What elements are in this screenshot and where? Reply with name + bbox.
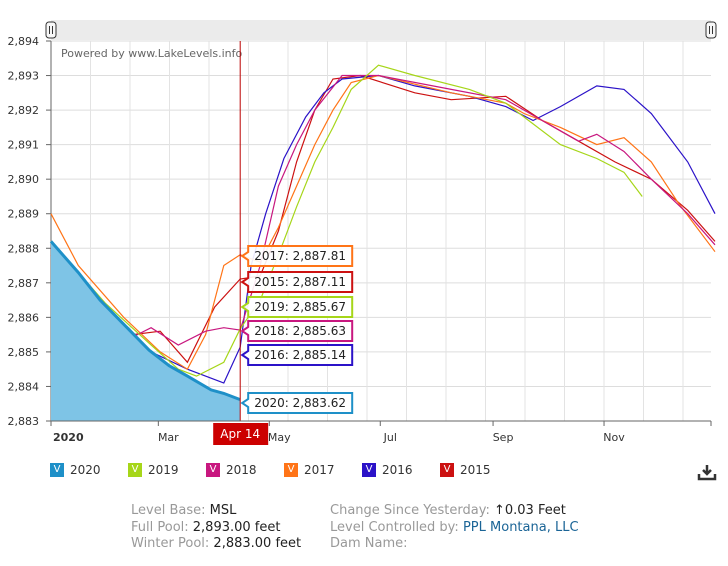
x-tick-label: May	[268, 431, 291, 444]
y-tick-label: 2,890	[8, 173, 40, 186]
legend-item-2020[interactable]: V 2020	[50, 463, 128, 477]
range-handle-grip	[49, 26, 53, 34]
checkbox-check-icon[interactable]: V	[50, 463, 64, 477]
legend-label: 2019	[148, 463, 179, 477]
legend: V 2020 V 2019 V 2018 V 2017 V 2016 V 2015	[50, 463, 518, 477]
range-navigator[interactable]	[51, 20, 711, 40]
x-tick-label: Sep	[493, 431, 514, 444]
dam-name-label: Dam Name:	[330, 536, 408, 551]
series-area-2020	[51, 241, 241, 421]
x-tick-label: Mar	[158, 431, 179, 444]
y-tick-label: 2,883	[8, 415, 40, 428]
checkbox-check-icon[interactable]: V	[206, 463, 220, 477]
legend-label: 2020	[70, 463, 101, 477]
legend-label: 2016	[382, 463, 413, 477]
x-tick-label: Jul	[383, 431, 397, 444]
cursor-date-badge	[213, 423, 269, 445]
series-line-2016	[50, 74, 716, 384]
tooltip-box-2020	[240, 392, 354, 414]
tooltip-box-2018	[240, 320, 354, 342]
level-base-label: Level Base:	[131, 503, 206, 518]
y-tick-label: 2,892	[8, 104, 40, 117]
lake-info-right: Change Since Yesterday: ↑0.03 Feet Level…	[330, 503, 579, 553]
series-line-2019	[50, 64, 643, 377]
controlled-by-link[interactable]: PPL Montana, LLC	[462, 519, 579, 535]
y-tick-label: 2,889	[8, 208, 40, 221]
x-tick-label: 2020	[53, 431, 84, 444]
legend-item-2016[interactable]: V 2016	[362, 463, 440, 477]
tooltip-label-2019: 2019: 2,885.67	[254, 300, 346, 314]
watermark: Powered by www.LakeLevels.info	[61, 47, 243, 60]
checkbox-check-icon[interactable]: V	[362, 463, 376, 477]
range-handle-grip	[709, 26, 713, 34]
change-label: Change Since Yesterday:	[330, 503, 490, 518]
series-line-2017	[50, 74, 716, 371]
legend-item-2019[interactable]: V 2019	[128, 463, 206, 477]
winter-pool-value: 2,883.00 feet	[213, 536, 302, 551]
download-icon[interactable]	[697, 463, 717, 485]
y-tick-label: 2,893	[8, 70, 40, 83]
legend-label: 2017	[304, 463, 335, 477]
tooltip-box-2016	[240, 344, 354, 366]
change-value: 0.03 Feet	[504, 503, 566, 518]
y-tick-label: 2,885	[8, 346, 40, 359]
tooltip-box-2017	[240, 245, 354, 267]
legend-label: 2018	[226, 463, 257, 477]
y-tick-label: 2,894	[8, 35, 40, 48]
x-tick-label: Nov	[603, 431, 625, 444]
series-line-2018	[50, 74, 716, 346]
range-handle[interactable]	[705, 21, 717, 39]
tooltip-label-2017: 2017: 2,887.81	[254, 249, 346, 263]
lake-info-left: Level Base: MSL Full Pool: 2,893.00 feet…	[131, 503, 301, 553]
lake-level-chart: 2,883 2,884 2,885 2,886 2,887 2,888 2,889 2,890…	[8, 20, 717, 445]
legend-item-2018[interactable]: V 2018	[206, 463, 284, 477]
y-tick-label: 2,886	[8, 311, 40, 324]
controlled-label: Level Controlled by:	[330, 519, 459, 535]
series-line-2015	[50, 74, 716, 364]
level-base-value: MSL	[209, 503, 237, 518]
full-pool-value: 2,893.00 feet	[192, 519, 281, 535]
y-tick-label: 2,891	[8, 139, 40, 152]
legend-item-2017[interactable]: V 2017	[284, 463, 362, 477]
tooltip-label-2015: 2015: 2,887.11	[254, 275, 346, 289]
y-tick-label: 2,888	[8, 242, 40, 255]
tooltip-label-2016: 2016: 2,885.14	[254, 348, 346, 362]
tooltip-box-2019	[240, 296, 354, 318]
legend-label: 2015	[460, 463, 491, 477]
winter-pool-label: Winter Pool:	[131, 536, 210, 551]
y-tick-label: 2,887	[8, 277, 40, 290]
checkbox-check-icon[interactable]: V	[284, 463, 298, 477]
cursor-date-label: Apr 14	[220, 427, 260, 441]
y-tick-label: 2,884	[8, 380, 40, 393]
tooltip-label-2020: 2020: 2,883.62	[254, 396, 346, 410]
series-line-2020	[49, 240, 241, 402]
tooltip-box-2015	[240, 271, 354, 293]
legend-item-2015[interactable]: V 2015	[440, 463, 518, 477]
checkbox-check-icon[interactable]: V	[128, 463, 142, 477]
tooltip-label-2018: 2018: 2,885.63	[254, 324, 346, 338]
up-arrow-icon: ↑	[493, 503, 505, 518]
full-pool-label: Full Pool:	[131, 519, 189, 535]
range-handle[interactable]	[45, 21, 57, 39]
checkbox-check-icon[interactable]: V	[440, 463, 454, 477]
